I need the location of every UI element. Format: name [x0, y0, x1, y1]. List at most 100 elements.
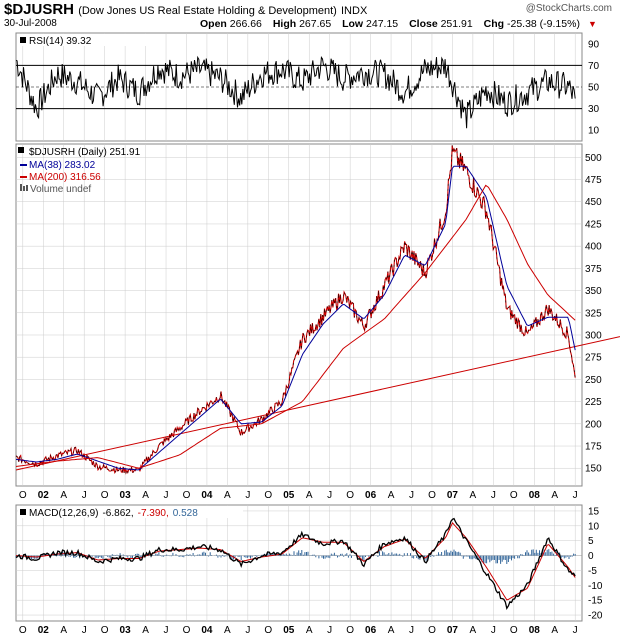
- price-x-tick: A: [470, 490, 477, 501]
- price-series-group: [15, 145, 620, 475]
- ma38-line: [15, 165, 576, 471]
- macd-x-tick: J: [491, 625, 496, 636]
- price-x-tick: J: [164, 490, 169, 501]
- price-y-tick: 500: [585, 153, 602, 164]
- macd-x-tick: 06: [365, 625, 377, 636]
- macd-x-tick: 04: [201, 625, 213, 636]
- price-bars-down: [15, 145, 576, 475]
- price-x-tick: J: [573, 490, 578, 501]
- symbol-description: (Dow Jones US Real Estate Holding & Deve…: [78, 5, 337, 17]
- macd-x-tick: A: [142, 625, 149, 636]
- macd-x-tick: J: [245, 625, 250, 636]
- macd-y-tick: 5: [588, 536, 594, 547]
- macd-y-tick: -20: [588, 611, 603, 622]
- price-x-tick: A: [306, 490, 313, 501]
- macd-x-tick: O: [264, 625, 272, 636]
- macd-x-tick: 08: [529, 625, 541, 636]
- open-label: Open: [200, 18, 227, 30]
- price-y-tick: 225: [585, 397, 602, 408]
- macd-x-tick: A: [60, 625, 67, 636]
- open-value: 266.66: [229, 18, 262, 30]
- price-x-tick: O: [19, 490, 27, 501]
- rsi-legend-swatch: [20, 37, 26, 43]
- price-x-tick: J: [82, 490, 87, 501]
- price-x-tick: 06: [365, 490, 377, 501]
- price-x-tick: 07: [447, 490, 459, 501]
- macd-x-tick: A: [470, 625, 477, 636]
- macd-frame: [15, 504, 583, 622]
- macd-x-tick: 02: [38, 625, 50, 636]
- volume-icon-bar3: [26, 185, 28, 191]
- price-x-tick: 08: [529, 490, 541, 501]
- rsi-y-tick: 90: [588, 39, 600, 50]
- price-y-tick: 250: [585, 375, 602, 386]
- ohlc-summary: Open 266.66 High 267.65 Low 247.15 Close…: [200, 18, 597, 30]
- macd-series-group: [15, 517, 576, 610]
- macd-y-tick: -5: [588, 566, 597, 577]
- legend-ma38: MA(38) 283.02: [29, 160, 96, 171]
- symbol: $DJUSRH: [4, 1, 75, 18]
- price-grid: [16, 144, 582, 486]
- legend-swatch-price: [18, 147, 24, 153]
- rsi-line-group: [15, 55, 576, 129]
- macd-line: [15, 517, 576, 610]
- macd-x-tick: A: [388, 625, 395, 636]
- chart-header: $DJUSRH (Dow Jones US Real Estate Holdin…: [0, 0, 620, 32]
- macd-y-ticks: -20 -15 -10 -5 0 5 10 15: [588, 506, 603, 621]
- price-x-tick: J: [245, 490, 250, 501]
- down-arrow-icon: ▼: [587, 19, 597, 29]
- macd-y-tick: -15: [588, 596, 603, 607]
- macd-x-tick: J: [82, 625, 87, 636]
- high-value: 267.65: [299, 18, 332, 30]
- legend-price: $DJUSRH (Daily) 251.91: [29, 147, 141, 158]
- rsi-line: [15, 55, 576, 129]
- rsi-y-tick: 30: [588, 104, 600, 115]
- price-frame: [15, 143, 583, 487]
- macd-x-tick: A: [306, 625, 313, 636]
- legend-volume: Volume undef: [30, 184, 91, 195]
- price-y-tick: 275: [585, 353, 602, 364]
- price-y-tick: 425: [585, 219, 602, 230]
- price-y-tick: 200: [585, 419, 602, 430]
- chg-value: -25.38 (-9.15%): [506, 18, 580, 30]
- macd-y-tick: 15: [588, 506, 600, 517]
- macd-x-tick: J: [327, 625, 332, 636]
- price-y-tick: 375: [585, 264, 602, 275]
- macd-x-tick: O: [428, 625, 436, 636]
- macd-title-bg: [18, 506, 243, 518]
- macd-x-tick: O: [510, 625, 518, 636]
- rsi-panel: 10 30 50 70 90 RSI(14) 39.32: [15, 32, 600, 142]
- stockcharts-logo: @StockCharts.com: [525, 3, 612, 14]
- macd-x-tick: O: [101, 625, 109, 636]
- price-y-tick: 450: [585, 197, 602, 208]
- macd-x-tick: O: [346, 625, 354, 636]
- rsi-y-ticks: 10 30 50 70 90: [588, 39, 600, 136]
- price-x-tick: A: [224, 490, 231, 501]
- volume-icon: [20, 184, 22, 191]
- price-x-tick: A: [60, 490, 67, 501]
- price-y-tick: 325: [585, 308, 602, 319]
- macd-x-tick: A: [224, 625, 231, 636]
- close-value: 251.91: [440, 18, 473, 30]
- macd-x-tick: 07: [447, 625, 459, 636]
- macd-legend-swatch: [20, 509, 26, 515]
- rsi-y-tick: 50: [588, 83, 600, 94]
- chg-label: Chg: [483, 18, 505, 30]
- macd-x-tick: 05: [283, 625, 295, 636]
- macd-x-tick: J: [164, 625, 169, 636]
- high-label: High: [272, 18, 297, 30]
- close-label: Close: [409, 18, 438, 30]
- legend-ma200: MA(200) 316.56: [29, 172, 101, 183]
- rsi-title-bg: [18, 34, 148, 46]
- price-y-tick: 150: [585, 464, 602, 475]
- price-x-tick: O: [428, 490, 436, 501]
- low-value: 247.15: [366, 18, 399, 30]
- rsi-title: RSI(14) 39.32: [29, 36, 92, 47]
- macd-x-tick: O: [183, 625, 191, 636]
- price-x-tick: A: [142, 490, 149, 501]
- price-x-tick: O: [101, 490, 109, 501]
- price-y-ticks: 150 175 200 225 250 275 300 325 350 375 400 425 450 4…: [585, 153, 602, 475]
- macd-y-tick: 0: [588, 551, 594, 562]
